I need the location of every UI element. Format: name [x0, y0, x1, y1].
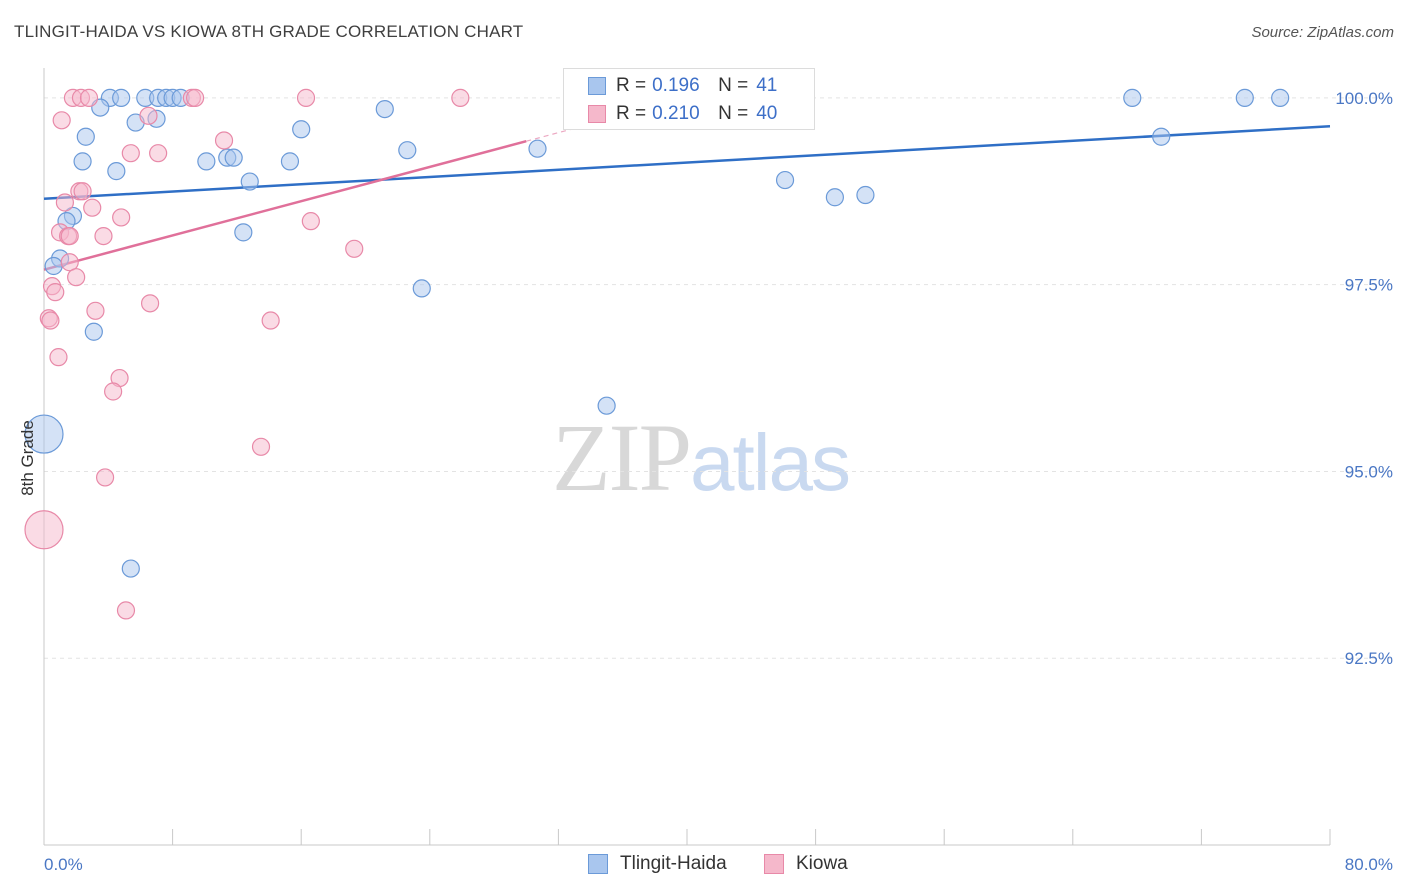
- trend-line-tlingit-haida: [43, 125, 1331, 200]
- point-kiowa: [55, 193, 74, 212]
- point-kiowa: [67, 268, 86, 287]
- point-tlingit-haida: [856, 185, 875, 205]
- point-tlingit-haida: [224, 148, 243, 167]
- point-tlingit-haida: [528, 139, 547, 158]
- point-kiowa: [186, 88, 205, 107]
- legend-r-value: 0.196: [652, 75, 700, 96]
- point-kiowa: [60, 253, 79, 272]
- watermark-zip: ZIP: [552, 404, 692, 511]
- legend-n-value: 41: [756, 75, 778, 96]
- point-tlingit-haida: [375, 99, 394, 119]
- point-kiowa: [73, 182, 92, 201]
- point-tlingit-haida: [1235, 88, 1254, 107]
- point-tlingit-haida: [775, 170, 795, 190]
- tick-labels: 92.5% 95.0% 97.5% 100.0% 0.0% 80.0%: [44, 89, 1393, 874]
- point-kiowa: [296, 88, 316, 107]
- point-tlingit-haida: [197, 152, 216, 171]
- point-kiowa: [140, 294, 160, 313]
- source-label: Source: ZipAtlas.com: [1251, 24, 1394, 41]
- y-tick-label: 95.0%: [1345, 462, 1393, 481]
- legend-n-value: 40: [756, 103, 778, 124]
- y-axis-label: 8th Grade: [18, 420, 37, 496]
- point-kiowa: [79, 88, 99, 107]
- watermark: ZIPatlas: [552, 402, 851, 513]
- point-tlingit-haida: [121, 559, 140, 578]
- legend-r-label: R =: [616, 75, 647, 96]
- point-kiowa: [251, 437, 271, 456]
- point-kiowa: [139, 106, 158, 125]
- point-kiowa: [52, 111, 71, 130]
- point-kiowa: [95, 468, 115, 487]
- point-kiowa: [345, 239, 364, 258]
- x-tick-label: 80.0%: [1345, 855, 1393, 874]
- watermark-atlas: atlas: [690, 418, 851, 507]
- point-kiowa: [49, 348, 68, 367]
- point-kiowa: [46, 283, 65, 302]
- point-tlingit-haida: [76, 127, 95, 146]
- point-tlingit-haida: [398, 141, 417, 160]
- point-tlingit-haida: [107, 162, 126, 181]
- legend-row-tlingit-haida: R = 0.196 N = 41: [588, 75, 777, 97]
- point-tlingit-haida: [1123, 88, 1142, 107]
- legend-swatch-pink: [588, 105, 606, 123]
- legend-series-label: Tlingit-Haida: [620, 853, 727, 874]
- point-tlingit-haida: [292, 120, 311, 139]
- point-kiowa: [214, 131, 234, 150]
- chart-title: TLINGIT-HAIDA VS KIOWA 8TH GRADE CORRELA…: [14, 22, 524, 41]
- legend-r-value: 0.210: [652, 103, 700, 124]
- point-tlingit-haida: [412, 279, 431, 298]
- point-kiowa: [301, 212, 320, 231]
- legend-series-label: Kiowa: [796, 853, 848, 874]
- point-kiowa: [451, 88, 470, 107]
- point-tlingit-haida: [1152, 127, 1171, 146]
- point-kiowa: [116, 601, 136, 620]
- legend-n-label: N =: [718, 103, 749, 124]
- point-kiowa: [104, 382, 123, 401]
- point-kiowa: [83, 198, 102, 217]
- data-points: [24, 88, 1290, 620]
- point-tlingit-haida: [112, 88, 131, 107]
- point-tlingit-haida: [280, 152, 300, 171]
- legend-r-label: R =: [616, 103, 647, 124]
- point-tlingit-haida: [24, 414, 64, 454]
- y-tick-label: 92.5%: [1345, 649, 1393, 668]
- bottom-legend-tlingit-haida: Tlingit-Haida: [588, 852, 727, 876]
- point-kiowa: [261, 311, 280, 330]
- point-kiowa: [60, 227, 79, 246]
- x-tick-label: 0.0%: [44, 855, 83, 874]
- point-kiowa: [86, 301, 105, 320]
- legend-swatch-pink: [764, 854, 784, 874]
- point-tlingit-haida: [44, 256, 63, 276]
- point-tlingit-haida: [234, 223, 253, 242]
- y-tick-label: 97.5%: [1345, 276, 1393, 295]
- point-tlingit-haida: [73, 152, 92, 171]
- point-kiowa: [149, 144, 168, 163]
- legend-swatch-blue: [588, 854, 608, 874]
- trend-lines: [43, 114, 1331, 271]
- axes: [43, 68, 1331, 846]
- point-tlingit-haida: [825, 188, 844, 207]
- point-kiowa: [121, 144, 140, 163]
- point-kiowa: [24, 510, 64, 550]
- y-tick-label: 100.0%: [1335, 89, 1393, 108]
- point-kiowa: [94, 227, 113, 246]
- point-kiowa: [112, 208, 131, 227]
- stats-legend: R = 0.196 N = 41 R = 0.210 N = 40: [563, 68, 815, 130]
- bottom-legend-kiowa: Kiowa: [764, 852, 848, 876]
- point-kiowa: [41, 311, 60, 330]
- trend-line-kiowa: [43, 140, 527, 271]
- point-tlingit-haida: [597, 396, 616, 415]
- legend-swatch-blue: [588, 77, 606, 95]
- legend-n-label: N =: [718, 75, 749, 96]
- point-tlingit-haida: [84, 322, 103, 341]
- legend-row-kiowa: R = 0.210 N = 40: [588, 103, 777, 125]
- point-tlingit-haida: [1271, 88, 1290, 107]
- point-tlingit-haida: [240, 172, 259, 191]
